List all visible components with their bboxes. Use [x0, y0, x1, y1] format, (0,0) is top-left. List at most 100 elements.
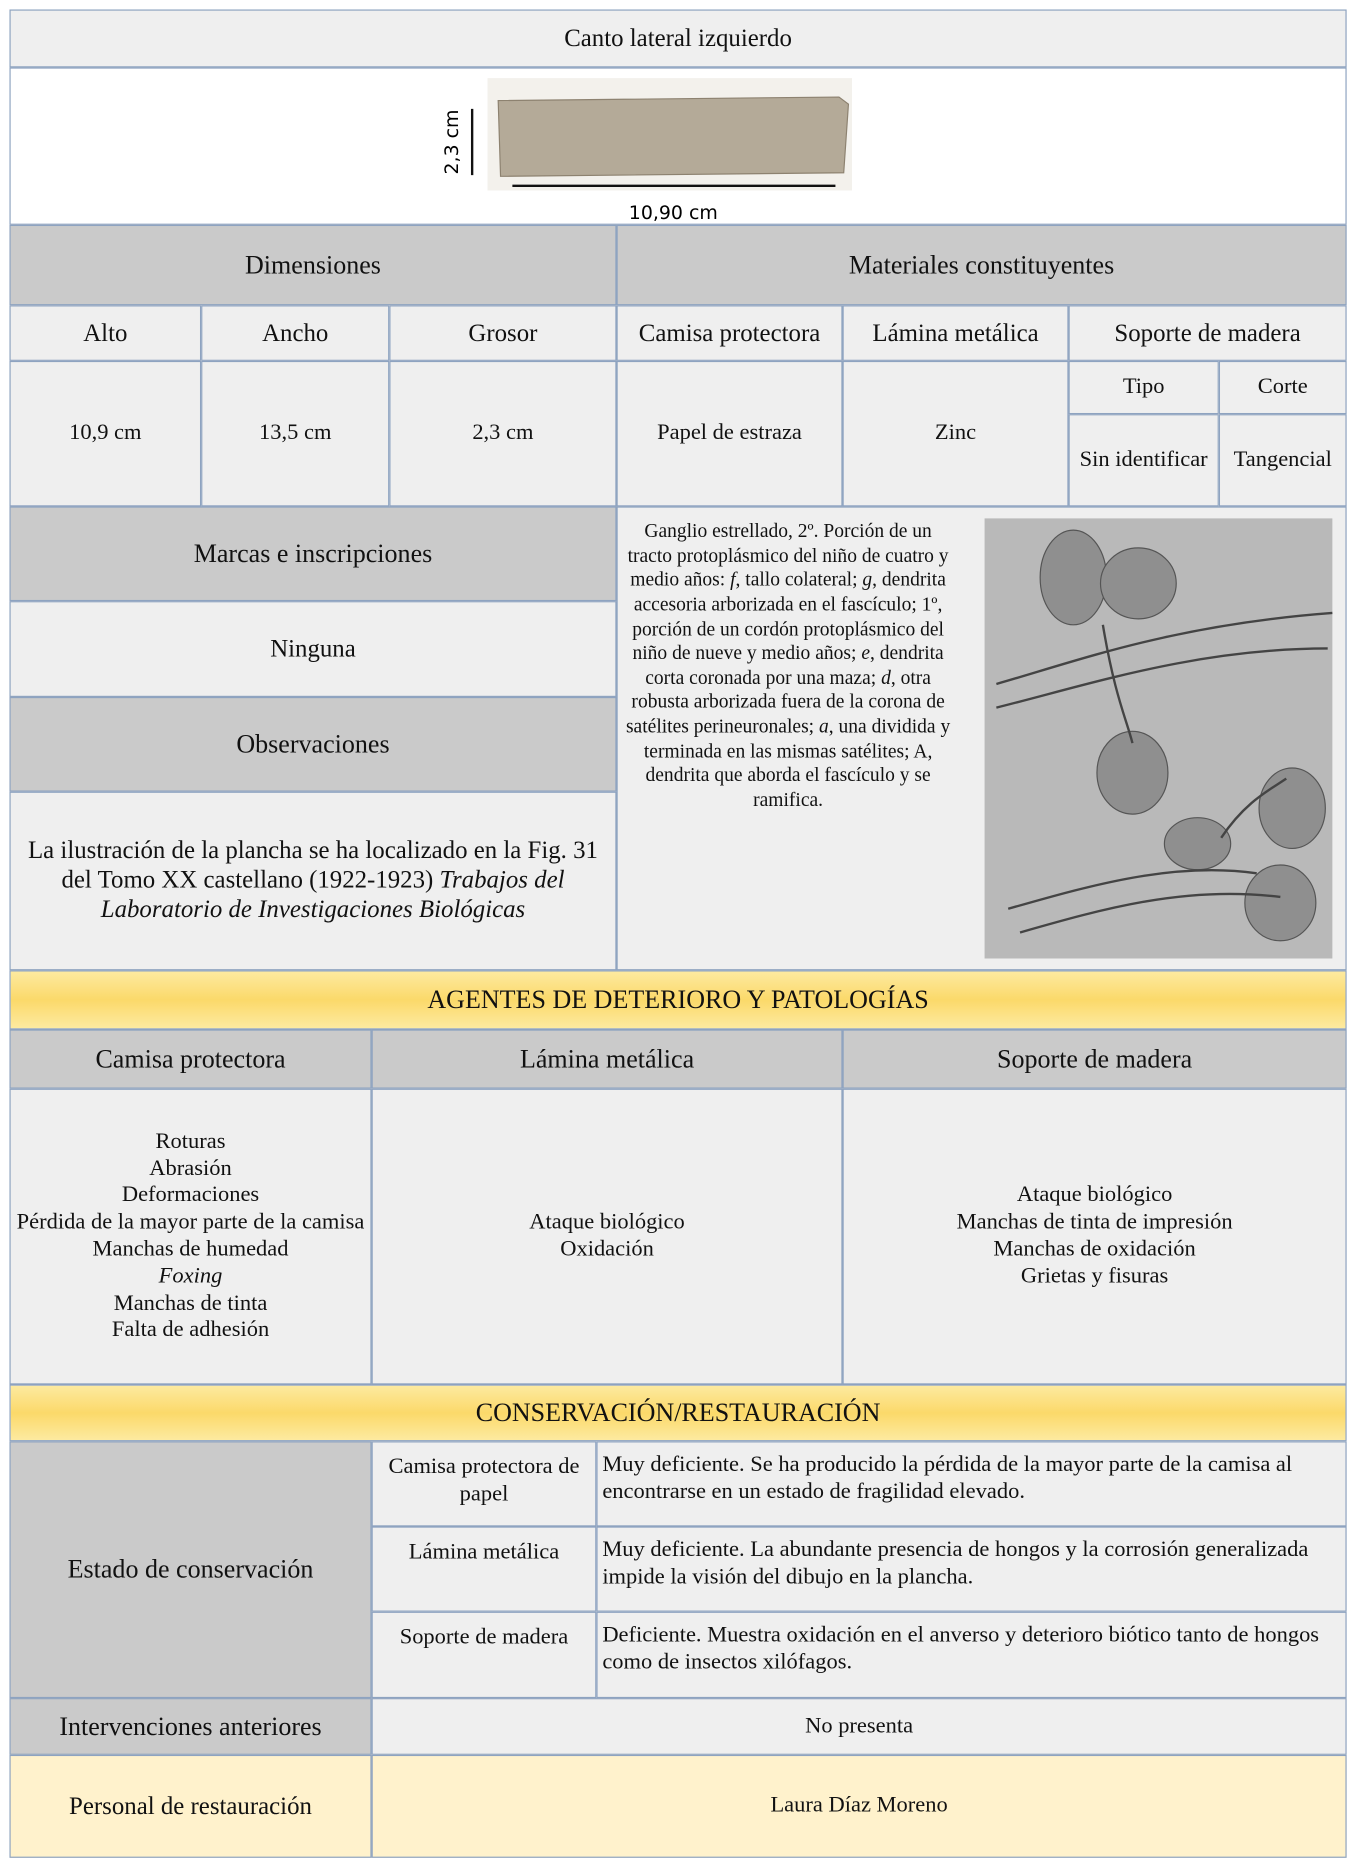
cell: 2,3 cm: [389, 360, 617, 507]
height-label: 2,3 cm: [441, 110, 463, 175]
list-cell: Ataque biológico Oxidación: [371, 1088, 843, 1385]
cell: Ganglio estrellado, 2º. Porción de un tr…: [616, 506, 1347, 971]
list-item: Ataque biológico: [529, 1209, 685, 1235]
caption-text: , dendrita corta coronada por una maza;: [645, 641, 944, 689]
state-part: Soporte de madera: [399, 1624, 569, 1650]
header: Materiales constituyentes: [616, 224, 1347, 306]
cell: 13,5 cm: [201, 360, 390, 507]
value: Papel de estraza: [657, 420, 802, 446]
state-text: Deficiente. Muestra oxidación en el anve…: [602, 1622, 1320, 1675]
state-header: Estado de conservación: [67, 1554, 314, 1584]
cell: Papel de estraza: [616, 360, 843, 507]
list-item: Pérdida de la mayor parte de la camisa: [16, 1209, 365, 1235]
state-part: Lámina metálica: [408, 1539, 560, 1565]
caption: Ganglio estrellado, 2º. Porción de un tr…: [620, 519, 956, 812]
section-title: CONSERVACIÓN/RESTAURACIÓN: [9, 1384, 1347, 1442]
state-part: Camisa protectora de papel: [388, 1454, 580, 1507]
cell: Ancho: [201, 305, 390, 361]
cell: Sin identificar: [1068, 414, 1219, 507]
header: Dimensiones: [9, 224, 617, 306]
caption-text: , dendrita accesoria arborizada en el fa…: [632, 568, 946, 664]
value: 10,9 cm: [69, 420, 142, 446]
cell: Alto: [9, 305, 202, 361]
header: Estado de conservación: [9, 1441, 372, 1699]
cell: Muy deficiente. Se ha producido la pérdi…: [596, 1441, 1347, 1527]
image-cell: 2,3 cm 10,90 cm: [9, 67, 1347, 225]
cell: Camisa protectora de papel: [371, 1441, 597, 1527]
value: Zinc: [934, 420, 977, 446]
value: Sin identificar: [1079, 446, 1208, 472]
header: Camisa protectora: [9, 1029, 372, 1089]
cell: Ninguna: [9, 601, 617, 697]
sub-column-label: Corte: [1257, 374, 1308, 399]
value: 2,3 cm: [472, 420, 534, 446]
list-item: Ataque biológico: [1016, 1182, 1173, 1208]
list-item: Abrasión: [149, 1155, 232, 1181]
cell: 10,9 cm: [9, 360, 202, 507]
observations-header: Observaciones: [236, 728, 390, 759]
caption-text: Ganglio estrellado, 2º. Porción de un tr…: [627, 519, 949, 591]
caption-text: , una dividida y terminada en las mismas…: [643, 714, 951, 811]
header: Lámina metálica: [371, 1029, 843, 1089]
header: Personal de restauración: [9, 1754, 372, 1858]
column-label: Soporte de madera: [996, 1043, 1193, 1074]
caption-italic: g: [862, 568, 873, 591]
list-item: Roturas: [155, 1128, 226, 1154]
cells: [1039, 529, 1326, 942]
list-cell: Roturas Abrasión Deformaciones Pérdida de l…: [9, 1088, 372, 1385]
cell: No presenta: [371, 1698, 1347, 1755]
cell: Muy deficiente. La abundante presencia d…: [596, 1526, 1347, 1612]
caption-italic: f: [730, 568, 736, 591]
edge-slab: [497, 96, 850, 177]
caption-italic: d: [881, 665, 891, 689]
section-title: AGENTES DE DETERIORO Y PATOLOGÍAS: [9, 970, 1347, 1030]
header: Soporte de madera: [842, 1029, 1347, 1089]
column-label: Camisa protectora: [95, 1043, 286, 1074]
value: 13,5 cm: [259, 420, 332, 446]
observations-title: Trabajos del Laboratorio de Investigacio…: [100, 865, 565, 924]
cell: Tipo: [1068, 360, 1219, 415]
header: Marcas e inscripciones: [9, 506, 617, 602]
previous-header: Intervenciones anteriores: [59, 1710, 322, 1741]
list-item: Oxidación: [560, 1236, 654, 1262]
observations-text: La ilustración de la plancha se ha local…: [27, 835, 598, 894]
fibers: [996, 611, 1333, 934]
previous-value: No presenta: [805, 1712, 914, 1738]
state-text: Muy deficiente. La abundante presencia d…: [602, 1537, 1309, 1589]
cell: Lámina metálica: [371, 1526, 597, 1612]
column-label: Grosor: [468, 318, 538, 347]
cell: Camisa protectora: [616, 305, 843, 361]
cell: Soporte de madera: [1068, 305, 1347, 361]
caption-italic: a: [818, 714, 829, 738]
list-item: Grietas y fisuras: [1020, 1263, 1169, 1289]
header: Intervenciones anteriores: [9, 1698, 372, 1755]
cell: Tangencial: [1218, 414, 1347, 507]
cell: Grosor: [389, 305, 617, 361]
title-cell: Canto lateral izquierdo: [9, 9, 1347, 68]
cell: Deficiente. Muestra oxidación en el anve…: [596, 1611, 1347, 1699]
conservation-title: CONSERVACIÓN/RESTAURACIÓN: [475, 1397, 881, 1427]
staff-value: Laura Díaz Moreno: [770, 1792, 948, 1818]
materials-header: Materiales constituyentes: [848, 249, 1115, 280]
caption-text: , tallo colateral;: [735, 568, 858, 591]
cell: Lámina metálica: [842, 305, 1069, 361]
marks-value: Ninguna: [270, 634, 356, 663]
column-label: Ancho: [262, 318, 329, 347]
column-label: Lámina metálica: [872, 318, 1039, 347]
sub-column-label: Tipo: [1122, 374, 1165, 399]
list-item: Foxing: [158, 1263, 223, 1289]
deterioration-title: AGENTES DE DETERIORO Y PATOLOGÍAS: [427, 984, 929, 1014]
cell: Corte: [1218, 360, 1347, 415]
list-item: Deformaciones: [121, 1182, 260, 1208]
caption-italic: e: [861, 641, 870, 664]
list-item: Manchas de oxidación: [993, 1236, 1196, 1262]
column-label: Camisa protectora: [638, 318, 821, 347]
edge-photo: 2,3 cm 10,90 cm: [441, 78, 852, 224]
cell: La ilustración de la plancha se ha local…: [9, 791, 617, 971]
cell: Laura Díaz Moreno: [371, 1754, 1347, 1858]
value: Tangencial: [1233, 446, 1332, 472]
dimensions-header: Dimensiones: [245, 249, 381, 280]
